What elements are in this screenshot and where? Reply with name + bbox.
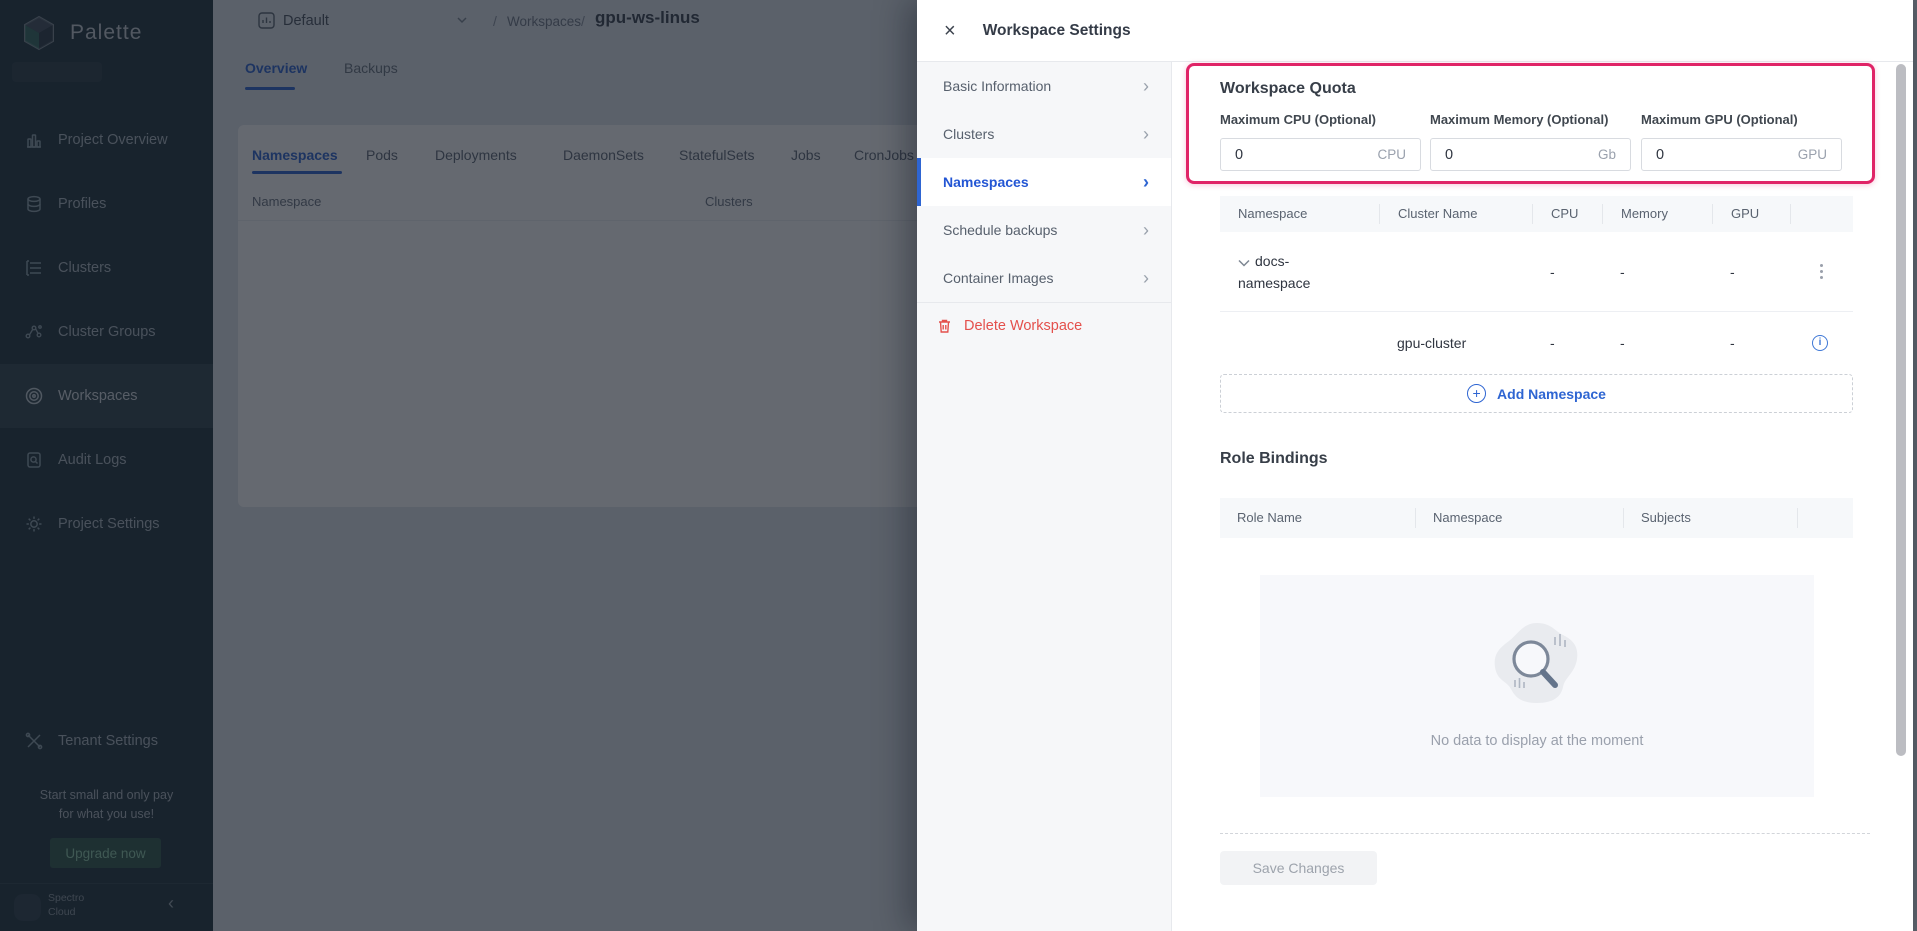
role-bindings-empty-state: No data to display at the moment	[1260, 575, 1814, 797]
col-actions	[1797, 508, 1853, 528]
chevron-right-icon: ›	[1143, 267, 1149, 288]
namespace-cell: docs-namespace	[1238, 252, 1311, 291]
info-icon[interactable]: i	[1812, 334, 1828, 351]
drawer-nav-schedule-backups[interactable]: Schedule backups ›	[943, 219, 1149, 240]
max-gpu-input[interactable]: 0 GPU	[1641, 138, 1842, 171]
gpu-value: -	[1730, 334, 1735, 351]
gpu-unit-suffix: GPU	[1797, 147, 1827, 162]
max-cpu-label: Maximum CPU (Optional)	[1220, 112, 1377, 127]
namespaces-table-header: Namespace Cluster Name CPU Memory GPU	[1220, 196, 1853, 232]
cpu-value: -	[1550, 334, 1555, 351]
max-memory-label: Maximum Memory (Optional)	[1430, 112, 1609, 127]
drawer-nav-container-images[interactable]: Container Images ›	[943, 267, 1149, 288]
col-namespace: Namespace	[1415, 508, 1623, 528]
no-data-illustration	[1494, 623, 1578, 703]
trash-icon	[939, 319, 950, 333]
namespaces-table: Namespace Cluster Name CPU Memory GPU do…	[1220, 196, 1853, 373]
col-namespace: Namespace	[1238, 206, 1308, 221]
row-menu-kebab-icon[interactable]	[1790, 264, 1853, 279]
role-bindings-table-header: Role Name Namespace Subjects	[1220, 498, 1853, 538]
drawer-nav: Basic Information › Clusters › Namespaces ›…	[917, 62, 1172, 931]
drawer-title: Workspace Settings	[982, 21, 1131, 39]
drawer-scrollbar-track	[1896, 62, 1906, 931]
cluster-name-cell: gpu-cluster	[1397, 334, 1467, 351]
max-memory-field: Maximum Memory (Optional) 0 Gb	[1430, 112, 1631, 171]
section-dashed-divider	[1220, 833, 1870, 834]
quota-heading: Workspace Quota	[1220, 80, 1356, 97]
add-namespace-button[interactable]: + Add Namespace	[1220, 374, 1853, 413]
delete-workspace-button[interactable]: Delete Workspace	[917, 318, 1171, 334]
col-memory: Memory	[1602, 204, 1712, 224]
max-gpu-field: Maximum GPU (Optional) 0 GPU	[1641, 112, 1842, 171]
table-row-gpu-cluster: gpu-cluster - - - i	[1220, 312, 1853, 373]
plus-circle-icon: +	[1467, 384, 1487, 403]
chevron-right-icon: ›	[1143, 123, 1149, 144]
workspace-settings-drawer: × Workspace Settings Basic Information › …	[917, 0, 1913, 931]
max-cpu-field: Maximum CPU (Optional) 0 CPU	[1220, 112, 1421, 171]
memory-unit-suffix: Gb	[1597, 147, 1616, 162]
table-row-docs-namespace: docs-namespace - - -	[1220, 232, 1853, 312]
memory-value: -	[1620, 263, 1625, 280]
drawer-nav-clusters[interactable]: Clusters ›	[943, 123, 1149, 144]
chevron-right-icon: ›	[1143, 75, 1149, 96]
chevron-right-icon: ›	[1143, 171, 1149, 192]
col-gpu: GPU	[1712, 204, 1790, 224]
save-changes-button[interactable]: Save Changes	[1220, 851, 1377, 885]
col-cluster-name: Cluster Name	[1379, 204, 1532, 224]
nav-divider	[917, 302, 1171, 303]
memory-value: -	[1620, 334, 1625, 351]
expand-chevron-icon[interactable]	[1238, 259, 1250, 267]
gpu-value: -	[1730, 263, 1735, 280]
drawer-nav-namespaces[interactable]: Namespaces ›	[917, 158, 1171, 206]
max-memory-input[interactable]: 0 Gb	[1430, 138, 1631, 171]
max-gpu-label: Maximum GPU (Optional)	[1641, 112, 1798, 127]
col-actions	[1790, 204, 1853, 224]
cpu-unit-suffix: CPU	[1377, 147, 1406, 162]
drawer-scrollbar-thumb[interactable]	[1896, 64, 1906, 756]
close-icon[interactable]: ×	[944, 19, 956, 42]
max-cpu-input[interactable]: 0 CPU	[1220, 138, 1421, 171]
col-role-name: Role Name	[1237, 510, 1303, 525]
col-subjects: Subjects	[1623, 508, 1797, 528]
role-bindings-heading: Role Bindings	[1220, 450, 1328, 467]
chevron-right-icon: ›	[1143, 219, 1149, 240]
cpu-value: -	[1550, 263, 1555, 280]
drawer-nav-basic-information[interactable]: Basic Information ›	[943, 75, 1149, 96]
col-cpu: CPU	[1532, 204, 1602, 224]
empty-state-text: No data to display at the moment	[1430, 733, 1644, 749]
drawer-header: × Workspace Settings	[917, 0, 1913, 62]
